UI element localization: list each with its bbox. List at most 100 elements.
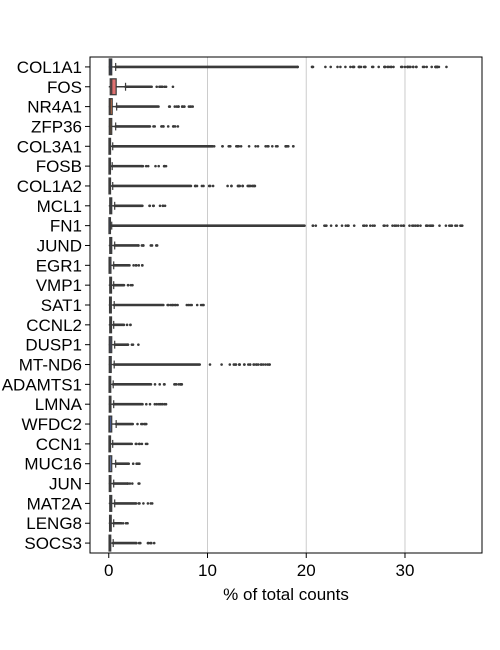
outlier-point — [248, 363, 252, 366]
outlier-point — [234, 363, 238, 366]
outlier-point — [132, 264, 135, 267]
outlier-point — [146, 502, 150, 505]
outlier-point — [220, 363, 223, 366]
outlier-point — [383, 224, 387, 227]
y-tick-label: WFDC2 — [22, 415, 82, 434]
outlier-point — [142, 244, 145, 247]
boxes — [108, 58, 127, 552]
y-tick-label: EGR1 — [36, 256, 82, 275]
outlier-point — [402, 224, 406, 227]
outlier-point — [335, 224, 338, 227]
outlier-point — [176, 303, 179, 307]
outlier-point — [344, 65, 347, 69]
outlier-point — [166, 125, 170, 128]
outlier-point — [144, 164, 148, 168]
box — [109, 78, 117, 96]
outlier-point — [254, 363, 258, 366]
y-tick-label: ADAMTS1 — [2, 375, 82, 394]
outlier-point — [325, 224, 328, 227]
outlier-point — [448, 224, 451, 227]
outlier-point — [153, 402, 157, 406]
outlier-point — [406, 65, 410, 69]
outlier-point — [237, 184, 240, 188]
outlier-point — [236, 144, 239, 148]
outlier-point — [126, 283, 130, 287]
outlier-point — [173, 303, 177, 307]
y-tick-label: ZFP36 — [31, 117, 82, 136]
outlier-point — [352, 224, 356, 227]
outlier-point — [146, 164, 150, 168]
x-tick-label: 30 — [396, 561, 415, 580]
outlier-point — [168, 105, 172, 108]
x-tick-label: 0 — [104, 561, 113, 580]
outlier-point — [134, 502, 138, 505]
outlier-point — [177, 105, 180, 108]
outlier-point — [221, 144, 224, 148]
y-tick-label: CCNL2 — [26, 316, 82, 335]
outlier-point-max — [164, 402, 168, 406]
outlier-point-max — [460, 224, 464, 227]
y-tick-label: COL1A1 — [17, 58, 82, 77]
outlier-point — [438, 224, 441, 227]
outlier-point-max — [253, 184, 257, 188]
outlier-point — [412, 224, 416, 227]
outlier-point — [369, 224, 372, 227]
outlier-point — [208, 363, 212, 366]
outlier-point — [207, 184, 211, 188]
outlier-point — [340, 224, 344, 227]
outlier-point — [138, 502, 141, 505]
outlier-point — [169, 303, 173, 307]
outlier-point-max — [145, 442, 149, 446]
outlier-point — [296, 65, 300, 69]
y-tick-label: MT-ND6 — [19, 356, 82, 375]
outlier-point — [430, 65, 434, 69]
outlier-point — [394, 224, 398, 227]
outlier-point-max — [445, 65, 448, 69]
outlier-point — [408, 224, 411, 227]
outlier-point-max — [150, 502, 154, 505]
outlier-point — [137, 442, 141, 446]
outlier-point — [161, 204, 165, 208]
outlier-point-max — [131, 283, 134, 287]
outlier-point — [177, 383, 181, 386]
outlier-point — [274, 144, 278, 148]
outlier-point — [195, 303, 199, 307]
outlier-point — [430, 224, 433, 227]
outlier-point — [226, 184, 229, 188]
outlier-point — [392, 65, 395, 69]
outlier-point — [125, 323, 129, 327]
outlier-point — [387, 65, 391, 69]
y-tick-label: NR4A1 — [27, 98, 82, 117]
outlier-point — [130, 343, 134, 346]
x-tick-label: 20 — [297, 561, 316, 580]
outlier-point — [149, 541, 152, 545]
outlier-point — [444, 224, 448, 227]
outlier-point — [126, 482, 130, 485]
outlier-point — [421, 65, 425, 69]
outlier-point — [259, 363, 263, 366]
y-tick-label: VMP1 — [36, 276, 82, 295]
outlier-point — [135, 442, 138, 446]
outlier-point-max — [152, 541, 156, 545]
outlier-point — [162, 164, 166, 168]
x-tick-labels: 0 10 20 30 — [104, 553, 414, 580]
outlier-point — [329, 65, 333, 69]
y-tick-label: SOCS3 — [24, 534, 82, 553]
outlier-point — [167, 303, 170, 307]
grid-lines — [207, 57, 406, 553]
outlier-point-max — [126, 521, 129, 525]
outlier-point — [239, 144, 243, 148]
outlier-point-max — [137, 343, 140, 346]
outlier-point — [370, 65, 374, 69]
outlier-point — [158, 383, 161, 386]
outlier-point — [365, 224, 368, 227]
outlier-point — [436, 65, 439, 69]
y-tick-label: DUSP1 — [25, 336, 82, 355]
outlier-point — [411, 65, 415, 69]
outlier-point-max — [171, 85, 175, 89]
outlier-point-max — [138, 462, 141, 466]
outlier-point-max — [164, 164, 168, 168]
outlier-point — [237, 363, 241, 366]
outlier-point — [391, 224, 394, 227]
outlier-point — [159, 85, 162, 89]
